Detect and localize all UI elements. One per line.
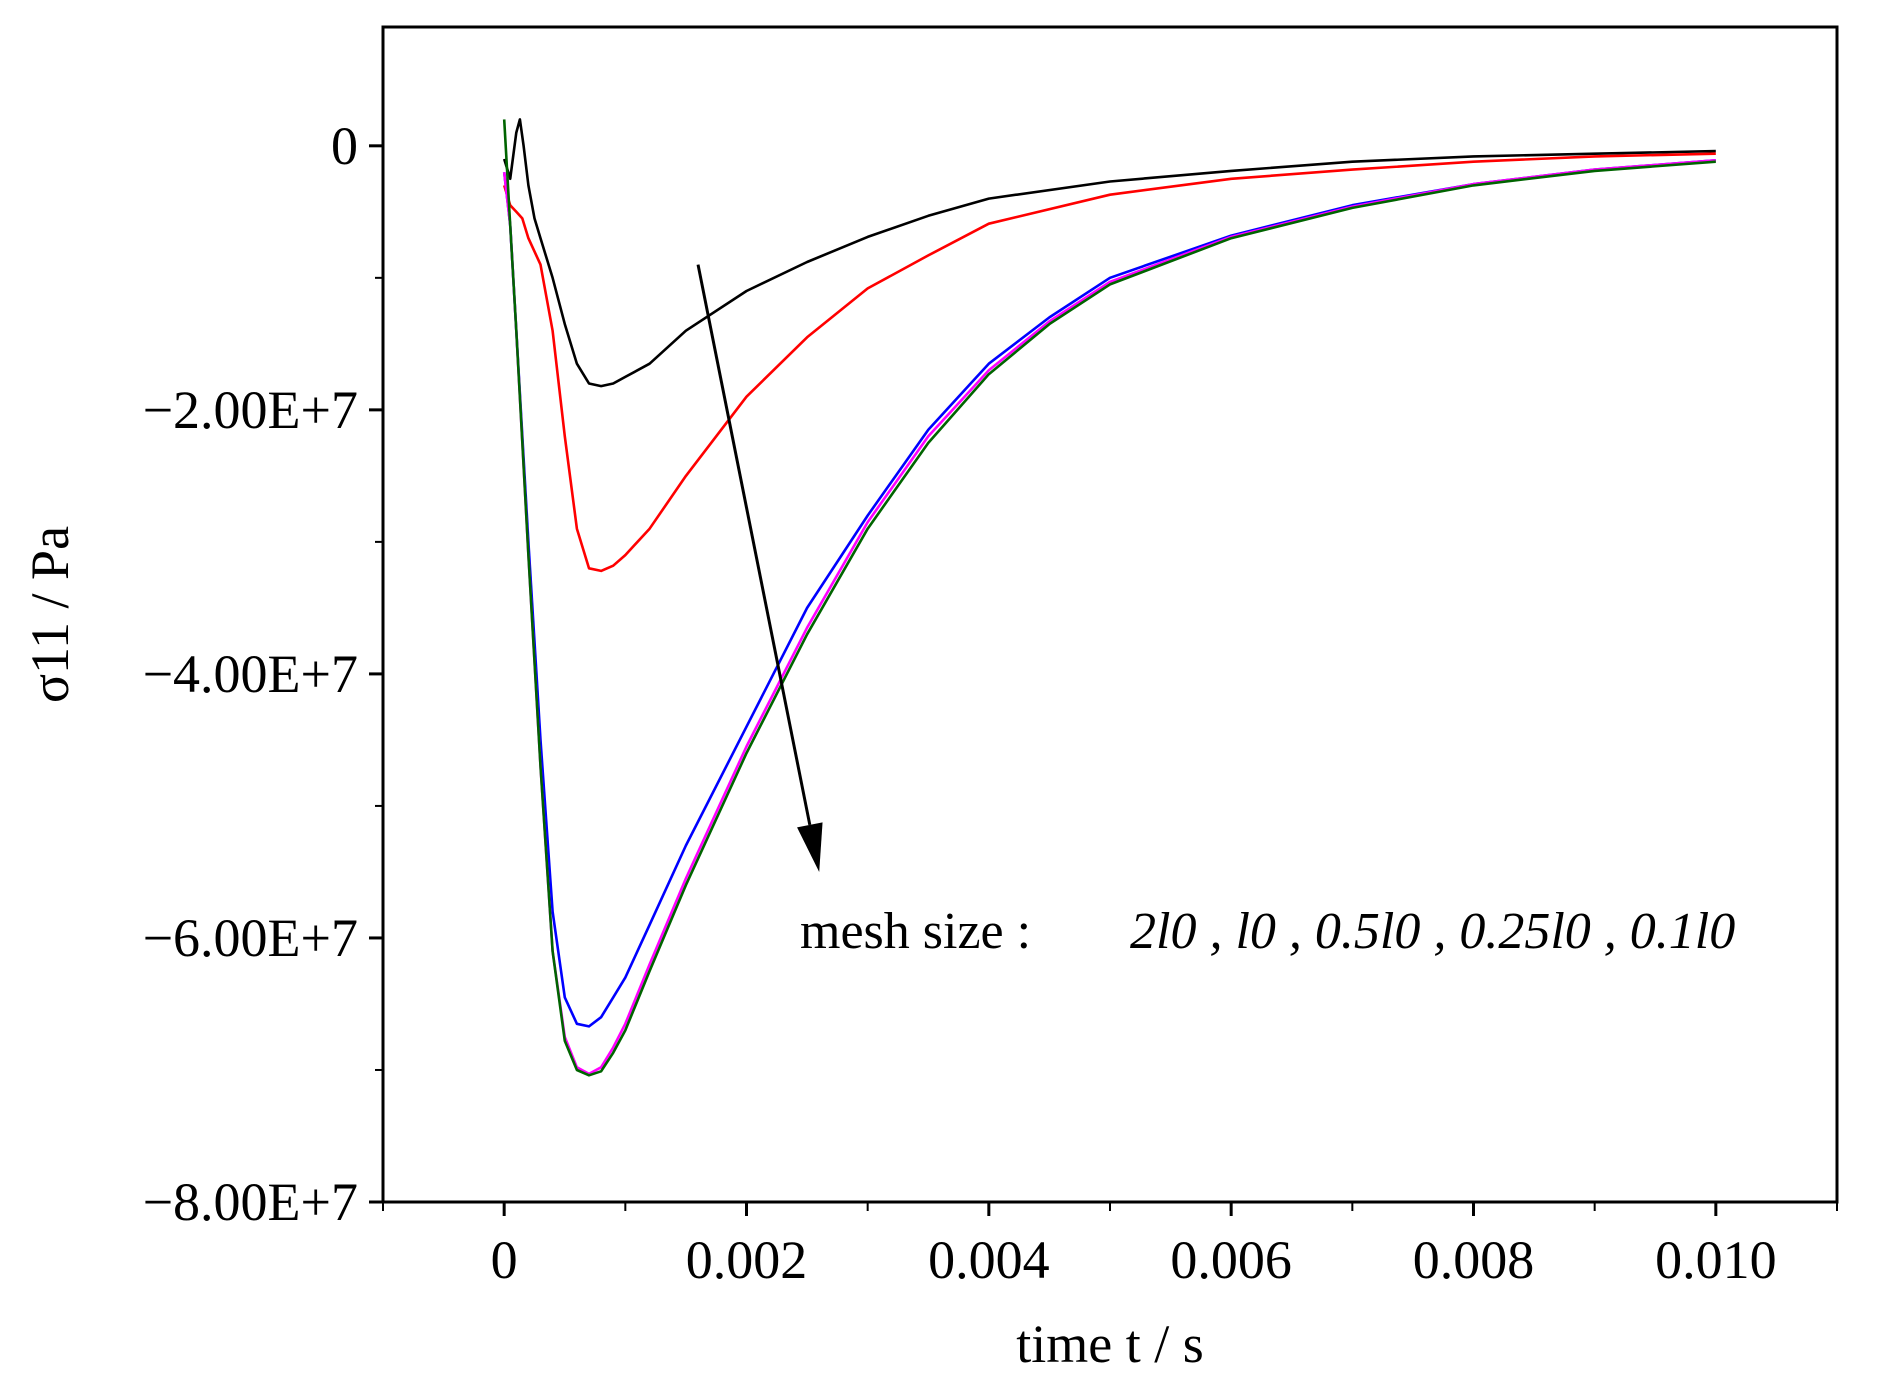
x-axis-ticks: 0 0.002 0.004 0.006 0.008 0.010: [382, 1202, 1838, 1290]
mesh-refinement-arrow: [696, 264, 812, 826]
x-axis-title: time t / s: [1016, 1314, 1204, 1374]
x-tick-label: 0.010: [1655, 1230, 1777, 1290]
series-line-5: [502, 119, 1716, 1077]
arrow-head-icon: [797, 822, 823, 872]
y-tick-label: 0: [331, 116, 358, 176]
x-tick-label: 0: [491, 1230, 518, 1290]
plot-frame: [381, 25, 1839, 1204]
y-tick-label: −4.00E+7: [143, 644, 358, 704]
y-axis-ticks: 0 −2.00E+7 −4.00E+7 −6.00E+7 −8.00E+7: [143, 116, 383, 1232]
series-line-1: [502, 118, 1716, 388]
y-tick-label: −6.00E+7: [143, 908, 358, 968]
x-tick-label: 0.004: [928, 1230, 1050, 1290]
series-line-3: [502, 159, 1716, 1028]
x-tick-label: 0.002: [686, 1230, 808, 1290]
y-axis-title: σ11 / Pa: [20, 526, 80, 703]
annotation-label: mesh size :: [800, 903, 1031, 960]
x-tick-label: 0.006: [1170, 1230, 1292, 1290]
y-tick-label: −8.00E+7: [143, 1172, 358, 1232]
series-line-2: [502, 152, 1716, 573]
series-lines: [502, 118, 1716, 1077]
y-tick-label: −2.00E+7: [143, 380, 358, 440]
annotation-mesh-sizes: 2l0 , l0 , 0.5l0 , 0.25l0 , 0.1l0: [1130, 903, 1735, 960]
x-tick-label: 0.008: [1413, 1230, 1535, 1290]
mesh-size-annotation: mesh size : 2l0 , l0 , 0.5l0 , 0.25l0 , …: [696, 264, 1735, 960]
